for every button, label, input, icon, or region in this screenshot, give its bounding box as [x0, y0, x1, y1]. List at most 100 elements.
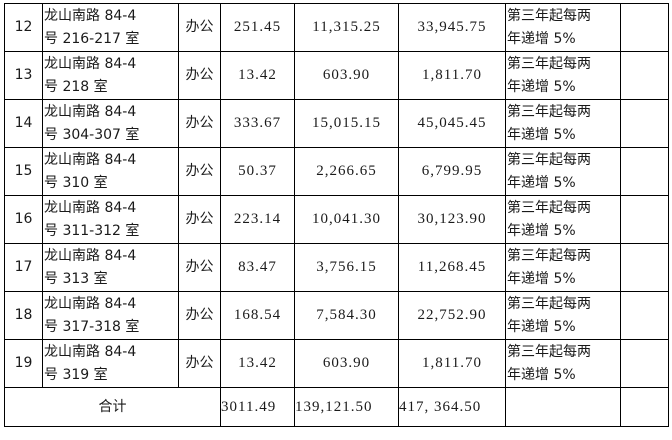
area-cell: 83.47 [220, 243, 295, 292]
usage-cell: 办公 [178, 243, 221, 292]
amount-cell: 3,756.15 [294, 243, 399, 292]
note-line: 年递增 5% [507, 78, 576, 95]
address-line: 号 304-307 室 [44, 126, 140, 143]
amount-cell: 11,315.25 [294, 3, 399, 52]
amount-cell: 30,123.90 [398, 195, 506, 244]
usage-cell: 办公 [178, 99, 221, 148]
row-number: 19 [4, 339, 43, 388]
amount-cell: 2,266.65 [294, 147, 399, 196]
note-cell: 第三年起每两 年递增 5% [505, 243, 621, 292]
address-line: 号 317-318 室 [44, 318, 140, 335]
note-cell: 第三年起每两 年递增 5% [505, 147, 621, 196]
note-cell: 第三年起每两 年递增 5% [505, 291, 621, 340]
amount-cell: 10,041.30 [294, 195, 399, 244]
usage-cell: 办公 [178, 339, 221, 388]
amount-cell: 45,045.45 [398, 99, 506, 148]
table-row: 16 龙山南路 84-4 号 311-312 室 办公 223.14 10,041.30 3… [4, 195, 669, 244]
note-line: 年递增 5% [507, 126, 576, 143]
area-cell: 13.42 [220, 51, 295, 100]
table-row: 14 龙山南路 84-4 号 304-307 室 办公 333.67 15,015.15 4… [4, 99, 669, 148]
address-cell: 龙山南路 84-4 号 317-318 室 [42, 291, 179, 340]
address-line: 龙山南路 84-4 [44, 151, 137, 168]
address-cell: 龙山南路 84-4 号 313 室 [42, 243, 179, 292]
empty-cell [505, 387, 621, 427]
note-line: 第三年起每两 [507, 199, 591, 216]
empty-cell [620, 387, 669, 427]
total-area: 3011.49 [220, 387, 295, 427]
usage-cell: 办公 [178, 291, 221, 340]
area-cell: 223.14 [220, 195, 295, 244]
usage-cell: 办公 [178, 3, 221, 52]
address-line: 号 313 室 [44, 270, 108, 287]
address-line: 号 218 室 [44, 78, 108, 95]
area-cell: 168.54 [220, 291, 295, 340]
empty-cell [620, 243, 669, 292]
note-line: 第三年起每两 [507, 55, 591, 72]
amount-cell: 1,811.70 [398, 339, 506, 388]
row-number: 15 [4, 147, 43, 196]
row-number: 18 [4, 291, 43, 340]
note-line: 年递增 5% [507, 174, 576, 191]
usage-cell: 办公 [178, 51, 221, 100]
address-cell: 龙山南路 84-4 号 311-312 室 [42, 195, 179, 244]
address-line: 龙山南路 84-4 [44, 199, 137, 216]
empty-cell [620, 3, 669, 52]
empty-cell [620, 147, 669, 196]
note-cell: 第三年起每两 年递增 5% [505, 3, 621, 52]
area-cell: 50.37 [220, 147, 295, 196]
note-line: 年递增 5% [507, 30, 576, 47]
empty-cell [620, 291, 669, 340]
note-line: 年递增 5% [507, 270, 576, 287]
table-row: 12 龙山南路 84-4 号 216-217 室 办公 251.45 11,315.25 3… [4, 3, 669, 52]
area-cell: 333.67 [220, 99, 295, 148]
note-cell: 第三年起每两 年递增 5% [505, 195, 621, 244]
amount-cell: 22,752.90 [398, 291, 506, 340]
total-row: 合计 3011.49 139,121.50 417, 364.50 [4, 387, 669, 427]
table-row: 13 龙山南路 84-4 号 218 室 办公 13.42 603.90 1,811.70 第… [4, 51, 669, 100]
address-line: 号 216-217 室 [44, 30, 140, 47]
address-line: 龙山南路 84-4 [44, 55, 137, 72]
row-number: 16 [4, 195, 43, 244]
total-label: 合计 [4, 387, 221, 427]
row-number: 14 [4, 99, 43, 148]
note-line: 年递增 5% [507, 366, 576, 383]
amount-cell: 11,268.45 [398, 243, 506, 292]
area-cell: 251.45 [220, 3, 295, 52]
amount-cell: 603.90 [294, 339, 399, 388]
empty-cell [620, 51, 669, 100]
empty-cell [620, 339, 669, 388]
note-line: 第三年起每两 [507, 103, 591, 120]
note-line: 第三年起每两 [507, 151, 591, 168]
row-number: 17 [4, 243, 43, 292]
address-line: 号 311-312 室 [44, 222, 140, 239]
table-row: 18 龙山南路 84-4 号 317-318 室 办公 168.54 7,584.30 22… [4, 291, 669, 340]
address-line: 龙山南路 84-4 [44, 295, 137, 312]
address-line: 龙山南路 84-4 [44, 247, 137, 264]
usage-cell: 办公 [178, 195, 221, 244]
note-cell: 第三年起每两 年递增 5% [505, 99, 621, 148]
table-row: 19 龙山南路 84-4 号 319 室 办公 13.42 603.90 1,811.70 第… [4, 339, 669, 388]
note-line: 年递增 5% [507, 318, 576, 335]
note-cell: 第三年起每两 年递增 5% [505, 339, 621, 388]
table-row: 15 龙山南路 84-4 号 310 室 办公 50.37 2,266.65 6,799.9… [4, 147, 669, 196]
address-line: 龙山南路 84-4 [44, 343, 137, 360]
note-line: 第三年起每两 [507, 295, 591, 312]
amount-cell: 6,799.95 [398, 147, 506, 196]
address-cell: 龙山南路 84-4 号 304-307 室 [42, 99, 179, 148]
amount-cell: 7,584.30 [294, 291, 399, 340]
table-row: 17 龙山南路 84-4 号 313 室 办公 83.47 3,756.15 11,268.… [4, 243, 669, 292]
area-cell: 13.42 [220, 339, 295, 388]
row-number: 13 [4, 51, 43, 100]
note-line: 第三年起每两 [507, 343, 591, 360]
amount-cell: 603.90 [294, 51, 399, 100]
address-cell: 龙山南路 84-4 号 216-217 室 [42, 3, 179, 52]
note-line: 第三年起每两 [507, 247, 591, 264]
total-amount: 417, 364.50 [398, 387, 506, 427]
empty-cell [620, 195, 669, 244]
usage-cell: 办公 [178, 147, 221, 196]
address-cell: 龙山南路 84-4 号 310 室 [42, 147, 179, 196]
note-line: 年递增 5% [507, 222, 576, 239]
address-line: 龙山南路 84-4 [44, 7, 137, 24]
address-line: 龙山南路 84-4 [44, 103, 137, 120]
address-line: 号 319 室 [44, 366, 108, 383]
